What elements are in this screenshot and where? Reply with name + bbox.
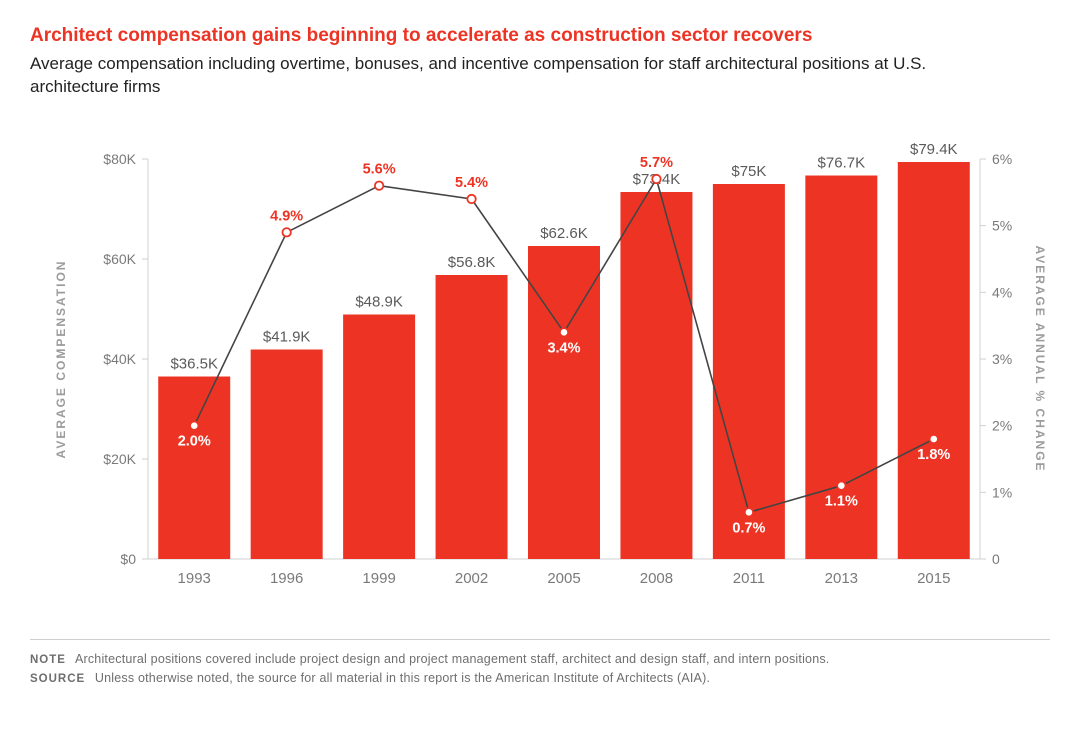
trend-value-label: 5.4% xyxy=(455,175,488,191)
trend-marker xyxy=(190,421,198,429)
y-left-tick-label: $60K xyxy=(103,251,136,267)
bar-value-label: $76.7K xyxy=(818,154,866,171)
trend-value-label: 1.1% xyxy=(825,493,858,509)
note-text: Architectural positions covered include … xyxy=(75,652,830,666)
bar-value-label: $36.5K xyxy=(170,355,218,372)
bar xyxy=(620,192,692,559)
y-right-tick-label: 2% xyxy=(992,417,1012,433)
trend-marker xyxy=(560,328,568,336)
page: Architect compensation gains beginning t… xyxy=(0,0,1080,743)
source-line: SOURCE Unless otherwise noted, the sourc… xyxy=(30,669,1050,689)
bar xyxy=(898,162,970,559)
trend-marker xyxy=(375,181,383,189)
y-left-tick-label: $40K xyxy=(103,351,136,367)
bar-value-label: $75K xyxy=(731,163,766,180)
trend-value-label: 1.8% xyxy=(917,447,950,463)
y-right-tick-label: 0 xyxy=(992,551,1000,567)
x-axis-label: 2002 xyxy=(455,570,488,587)
trend-value-label: 5.7% xyxy=(640,155,673,171)
trend-value-label: 0.7% xyxy=(732,520,765,536)
y-right-tick-label: 3% xyxy=(992,351,1012,367)
x-axis-label: 1996 xyxy=(270,570,303,587)
y-left-tick-label: $80K xyxy=(103,151,136,167)
bar-value-label: $56.8K xyxy=(448,254,496,271)
y-left-tick-label: $20K xyxy=(103,451,136,467)
trend-value-label: 3.4% xyxy=(547,340,580,356)
source-prefix: SOURCE xyxy=(30,673,85,685)
y-right-tick-label: 4% xyxy=(992,284,1012,300)
bar xyxy=(713,184,785,559)
trend-value-label: 5.6% xyxy=(363,161,396,177)
trend-value-label: 2.0% xyxy=(178,433,211,449)
x-axis-label: 1993 xyxy=(178,570,211,587)
y-right-tick-label: 1% xyxy=(992,484,1012,500)
note-prefix: NOTE xyxy=(30,654,66,666)
trend-marker xyxy=(930,434,938,442)
x-axis-label: 2008 xyxy=(640,570,673,587)
bar-value-label: $62.6K xyxy=(540,225,588,242)
x-axis-label: 2013 xyxy=(825,570,858,587)
bar xyxy=(158,376,230,559)
bar xyxy=(528,246,600,559)
trend-marker xyxy=(837,481,845,489)
chart-footer: NOTE Architectural positions covered inc… xyxy=(30,639,1050,690)
note-line: NOTE Architectural positions covered inc… xyxy=(30,650,1050,670)
trend-marker xyxy=(467,194,475,202)
chart-svg: $0 $20K $40K $60K $80K 0 1% 2% 3% 4% 5% 6% AVERAGE C… xyxy=(30,129,1050,599)
y-left-axis-label: AVERAGE COMPENSATION xyxy=(54,259,68,458)
bar xyxy=(436,275,508,559)
trend-marker xyxy=(745,508,753,516)
y-right-axis-label: AVERAGE ANNUAL % CHANGE xyxy=(1033,245,1047,472)
trend-marker xyxy=(282,228,290,236)
source-text: Unless otherwise noted, the source for a… xyxy=(95,671,710,685)
y-right-tick-label: 5% xyxy=(992,217,1012,233)
x-axis-label: 2005 xyxy=(547,570,580,587)
x-axis-label: 2015 xyxy=(917,570,950,587)
y-left-tick-label: $0 xyxy=(120,551,136,567)
trend-value-label: 4.9% xyxy=(270,208,303,224)
chart-title: Architect compensation gains beginning t… xyxy=(30,24,1050,49)
x-axis-label: 1999 xyxy=(362,570,395,587)
bar xyxy=(251,349,323,559)
x-axis-label: 2011 xyxy=(733,570,765,587)
chart-area: $0 $20K $40K $60K $80K 0 1% 2% 3% 4% 5% 6% AVERAGE C… xyxy=(30,129,1050,639)
bar xyxy=(343,314,415,559)
bar-value-label: $41.9K xyxy=(263,328,311,345)
trend-marker xyxy=(652,174,660,182)
chart-subtitle: Average compensation including overtime,… xyxy=(30,53,930,99)
bar-value-label: $79.4K xyxy=(910,141,958,158)
y-right-tick-label: 6% xyxy=(992,151,1012,167)
bar-value-label: $48.9K xyxy=(355,293,403,310)
